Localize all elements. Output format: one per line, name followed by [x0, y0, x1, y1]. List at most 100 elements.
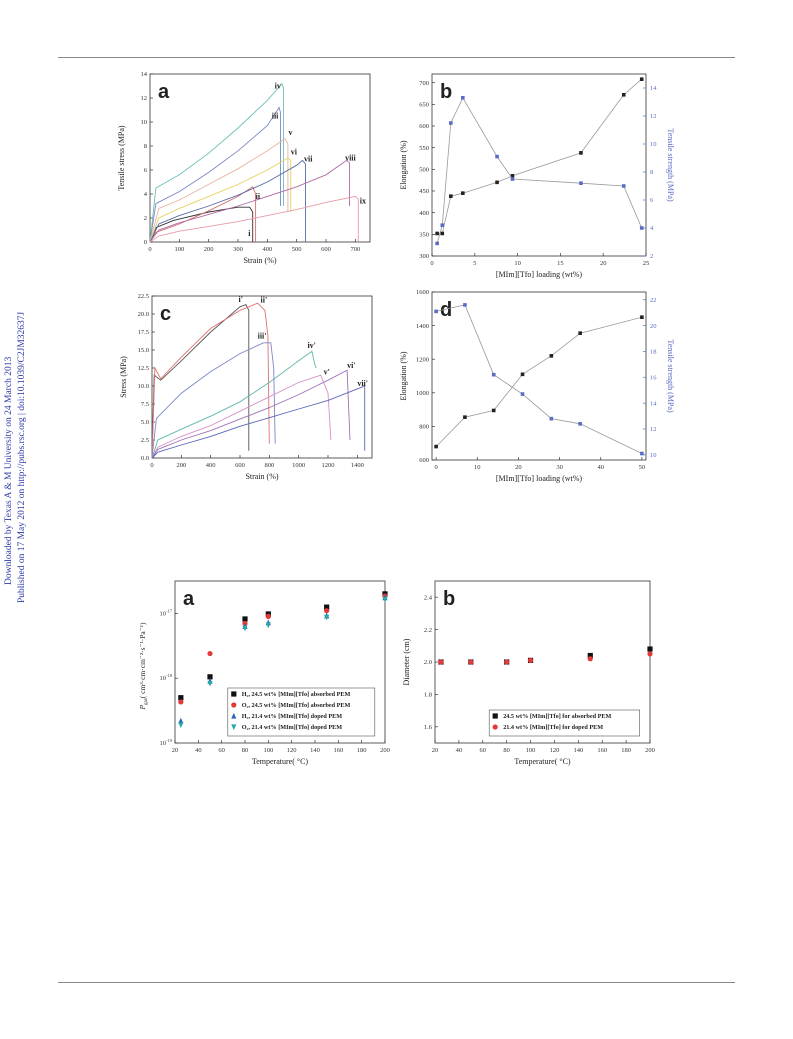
series-line-2 — [151, 342, 276, 459]
data-point — [324, 604, 330, 610]
x-tick-label: 160 — [333, 747, 343, 754]
data-point — [520, 372, 525, 377]
y-tick-label: 4 — [144, 191, 148, 198]
series-line-1 — [436, 96, 643, 244]
x-tick-label: 0 — [148, 246, 151, 253]
data-point — [463, 303, 467, 307]
y2-tick-label: 8 — [650, 169, 653, 176]
y-tick-label: 300 — [419, 253, 429, 260]
y-tick-label: 12.5 — [138, 365, 149, 372]
y2-tick-label: 4 — [650, 225, 654, 232]
fig2a-svg: 20 40 60 80 100 120 140 160 180 200 10-19 10-18 10-1… — [138, 580, 390, 766]
panel-letter: a — [183, 588, 195, 610]
data-point — [621, 184, 626, 188]
x-tick-label: 1400 — [351, 462, 364, 469]
data-point — [207, 650, 213, 657]
data-point — [265, 613, 271, 619]
legend-box — [488, 709, 640, 737]
plot-frame — [174, 580, 386, 744]
y-tick-label: 2.0 — [424, 659, 432, 666]
legend-entry: 24.5 wt% [MIm][Tfo] for absorbed PEM — [503, 713, 611, 720]
curve-label: vi' — [347, 361, 355, 370]
series-line-1 — [149, 186, 257, 243]
top-rule — [58, 57, 735, 58]
x-tick-label: 20 — [515, 464, 522, 471]
x-tick-label: 100 — [174, 246, 184, 253]
data-point — [579, 151, 583, 155]
x-tick-label: 50 — [639, 464, 646, 471]
download-watermark: Downloaded by Texas A & M University on … — [0, 0, 30, 620]
curve-label: iv — [275, 81, 281, 90]
watermark-line-2: Published on 17 May 2012 on http://pubs.… — [17, 311, 27, 603]
y-tick-label: 800 — [419, 424, 429, 431]
curve-label: v' — [324, 367, 330, 376]
x-tick-label: 800 — [264, 462, 274, 469]
series-line-2 — [149, 106, 281, 243]
y2-tick-label: 12 — [650, 113, 657, 120]
y2-tick-label: 14 — [650, 400, 657, 407]
curve-label: iii' — [258, 331, 267, 340]
data-point — [207, 680, 213, 687]
data-point — [491, 408, 496, 413]
series-line-5 — [149, 157, 292, 243]
fig2b-svg: 20 40 60 80 100 120 140 160 180 200 1.6 1.8 2.0 2.2 2.… — [402, 580, 655, 766]
x-tick-label: 200 — [380, 747, 390, 754]
series-line-1 — [436, 304, 643, 454]
y-tick-label: 20.0 — [138, 311, 149, 318]
data-point — [578, 422, 582, 426]
y2-tick-label: 6 — [650, 197, 654, 204]
y-axis-label: Pgas( cm³·cm·cm⁻²·s⁻¹·Pa⁻¹) — [138, 622, 149, 710]
data-point — [449, 194, 453, 198]
data-point — [468, 659, 474, 665]
y-axis-label: Elongation (%) — [399, 140, 408, 189]
x-tick-label: 100 — [526, 747, 536, 754]
series-line-5 — [151, 369, 351, 459]
x-axis-label: Strain (%) — [245, 472, 278, 481]
curve-label: i' — [239, 295, 243, 304]
curve-label: vi — [291, 147, 298, 156]
x-tick-label: 400 — [262, 246, 272, 253]
y-tick-label: 5.0 — [141, 419, 149, 426]
series-line-4 — [149, 138, 289, 243]
bottom-rule — [58, 982, 735, 983]
legend-entry: O₂, 24.5 wt% [MIm][Tfo] absorbed PEM — [242, 702, 351, 709]
x-tick-label: 40 — [456, 747, 463, 754]
legend-marker — [231, 702, 237, 708]
y-axis-label: Elongation (%) — [399, 351, 408, 400]
y-tick-label: 1000 — [416, 390, 429, 397]
legend-marker — [492, 724, 498, 730]
legend-entry: 21.4 wt% [MIm][Tfo] for doped PEM — [503, 724, 603, 731]
y-tick-label: 0.0 — [141, 455, 149, 462]
y2-axis-label: Tensile strength (MPa) — [666, 128, 675, 202]
x-tick-label: 600 — [321, 246, 331, 253]
watermark-line-1: Downloaded by Texas A & M University on … — [4, 357, 14, 585]
series-line-6 — [149, 159, 306, 243]
x-tick-label: 140 — [310, 747, 320, 754]
data-point — [495, 154, 499, 159]
data-point — [549, 416, 554, 421]
y-tick-label: 400 — [419, 210, 429, 217]
x-axis-label: Strain (%) — [243, 256, 276, 265]
data-point — [440, 223, 445, 227]
y-tick-label: 10-18 — [160, 673, 173, 682]
y2-tick-label: 14 — [650, 85, 657, 92]
y-tick-label: 500 — [419, 167, 429, 174]
y2-axis-label: Tensile strength (MPa) — [666, 339, 675, 413]
data-point — [178, 722, 184, 729]
y-tick-label: 2 — [144, 215, 147, 222]
y-tick-label: 700 — [419, 80, 429, 87]
data-point — [461, 96, 465, 100]
x-tick-label: 700 — [350, 246, 360, 253]
data-point — [527, 657, 534, 663]
data-point — [647, 646, 653, 652]
y-axis-label: Tensile stress (MPa) — [117, 125, 126, 191]
figure-2b-diameter: 20 40 60 80 100 120 140 160 180 200 1.6 1.8 2.0 2.2 2.… — [395, 575, 660, 785]
data-point — [324, 608, 330, 614]
series-line-1 — [151, 302, 270, 459]
x-tick-label: 180 — [621, 747, 631, 754]
data-point — [242, 616, 248, 622]
data-point — [324, 614, 330, 621]
curve-label: iii — [272, 111, 279, 120]
y-tick-label: 14 — [141, 71, 148, 78]
data-point — [435, 231, 439, 236]
